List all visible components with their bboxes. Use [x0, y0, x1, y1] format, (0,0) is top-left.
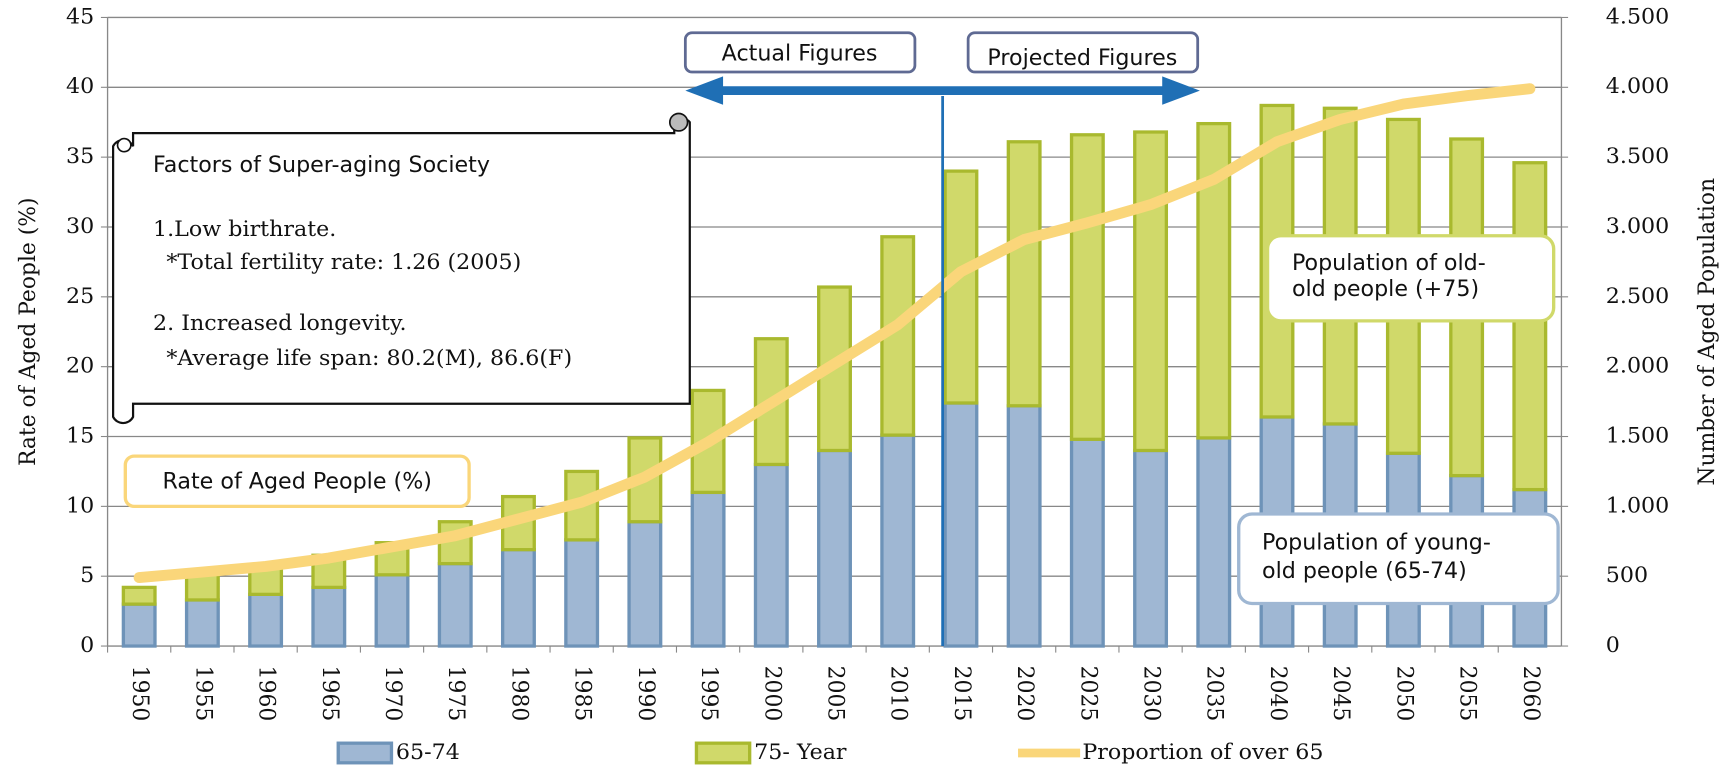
label-box [123, 454, 471, 508]
x-tick-label: 2035 [1202, 666, 1227, 722]
y-tick-label: 30 [66, 214, 94, 239]
y-tick-label: 0 [80, 633, 94, 658]
x-tick-label: 1985 [570, 666, 595, 722]
callout [1237, 512, 1560, 606]
x-tick-label: 2000 [759, 666, 784, 722]
y2-tick-label: 4.500 [1606, 5, 1669, 30]
x-tick-label: 2060 [1518, 666, 1543, 722]
bar [1006, 140, 1042, 408]
bar [1006, 404, 1042, 648]
bar [1069, 437, 1105, 648]
y2-tick-label: 0 [1606, 633, 1620, 658]
annotation: Actual Figures [722, 42, 878, 67]
box-text: 2. Increased longevity. [153, 311, 407, 336]
x-tick-label: 2055 [1455, 666, 1480, 722]
box-text: *Average life span: 80.2(M), 86.6(F) [166, 346, 572, 371]
y-tick-label: 15 [66, 424, 94, 449]
label-box [966, 31, 1200, 74]
arrow-head [1162, 76, 1200, 105]
bar [753, 462, 789, 648]
y-tick-label: 25 [66, 284, 94, 309]
bar [1133, 448, 1169, 648]
y2-tick-label: 4.000 [1606, 74, 1669, 99]
bar [880, 433, 916, 648]
bar [1069, 133, 1105, 441]
callout [1265, 234, 1556, 323]
annotation: old people (+75) [1292, 277, 1479, 302]
y-tick-label: 5 [80, 563, 94, 588]
annotation: Projected Figures [987, 46, 1177, 71]
x-tick-label: 2020 [1012, 666, 1037, 722]
box-title: Factors of Super-aging Society [153, 153, 490, 178]
x-tick-label: 2005 [822, 666, 847, 722]
annotation: Rate of Aged People (%) [162, 469, 431, 494]
annotation: old people (65-74) [1262, 559, 1467, 584]
y2-tick-label: 3.000 [1606, 214, 1669, 239]
box-text: *Total fertility rate: 1.26 (2005) [166, 250, 521, 275]
y-tick-label: 35 [66, 144, 94, 169]
annotations: Actual Figures Projected Figures Factors… [112, 31, 1560, 647]
x-tick-label: 2025 [1075, 666, 1100, 722]
bar [1512, 161, 1548, 492]
bar [1133, 130, 1169, 453]
x-tick-label: 1995 [696, 666, 721, 722]
x-tick-label: 2030 [1138, 666, 1163, 722]
bar [121, 602, 157, 648]
bar [311, 585, 347, 648]
x-tick-label: 1980 [506, 666, 531, 722]
x-tick-label: 1990 [633, 666, 658, 722]
x-tick-label: 2045 [1328, 666, 1353, 722]
line-layer [133, 83, 1536, 584]
bar [817, 448, 852, 648]
x-tick-label: 2015 [949, 666, 974, 722]
x-tick-label: 1970 [380, 666, 405, 722]
legend-label: 65-74 [396, 740, 460, 765]
x-tick-label: 1965 [317, 666, 342, 722]
legend-label: Proportion of over 65 [1082, 740, 1323, 765]
bar [943, 401, 979, 648]
annotation: Population of young- [1262, 531, 1491, 556]
y2-tick-label: 1.000 [1606, 493, 1669, 518]
bar [437, 561, 473, 648]
y2-tick-label: 2.000 [1606, 354, 1669, 379]
box-text: 1.Low birthrate. [153, 217, 336, 242]
bar [184, 598, 220, 648]
y-tick-label: 10 [66, 493, 94, 518]
bar [1196, 436, 1232, 648]
bar [564, 538, 600, 648]
x-tick-label: 1950 [127, 666, 152, 722]
legend-label: 75- Year [754, 740, 847, 765]
y2-tick-label: 500 [1606, 563, 1648, 588]
x-tick-label: 1975 [443, 666, 468, 722]
y2-tick-label: 3.500 [1606, 144, 1669, 169]
y-tick-label: 45 [66, 5, 94, 30]
x-tick-label: 1955 [190, 666, 215, 722]
bar [690, 490, 726, 648]
legend-swatch [336, 741, 394, 765]
bar [374, 573, 410, 648]
legend-swatch [694, 741, 752, 765]
bar [248, 592, 284, 648]
bar [627, 520, 663, 648]
y-tick-label: 20 [66, 354, 94, 379]
label-box [683, 31, 917, 74]
y2-axis-label: Number of Aged Population [1695, 178, 1720, 486]
x-tick-label: 1960 [254, 666, 279, 722]
y-tick-label: 40 [66, 74, 94, 99]
scroll-curl [668, 112, 689, 132]
x-tick-label: 2050 [1391, 666, 1416, 722]
arrow-head [685, 76, 724, 105]
bar [500, 548, 536, 648]
x-tick-label: 2040 [1265, 666, 1290, 722]
scroll-curl [116, 137, 132, 153]
y2-tick-label: 1.500 [1606, 424, 1669, 449]
y2-tick-label: 2.500 [1606, 284, 1669, 309]
x-tick-label: 2010 [886, 666, 911, 722]
line [133, 83, 1536, 584]
y-axis-label: Rate of Aged People (%) [16, 197, 41, 466]
annotation: Population of old- [1292, 251, 1486, 276]
bar [121, 585, 157, 606]
